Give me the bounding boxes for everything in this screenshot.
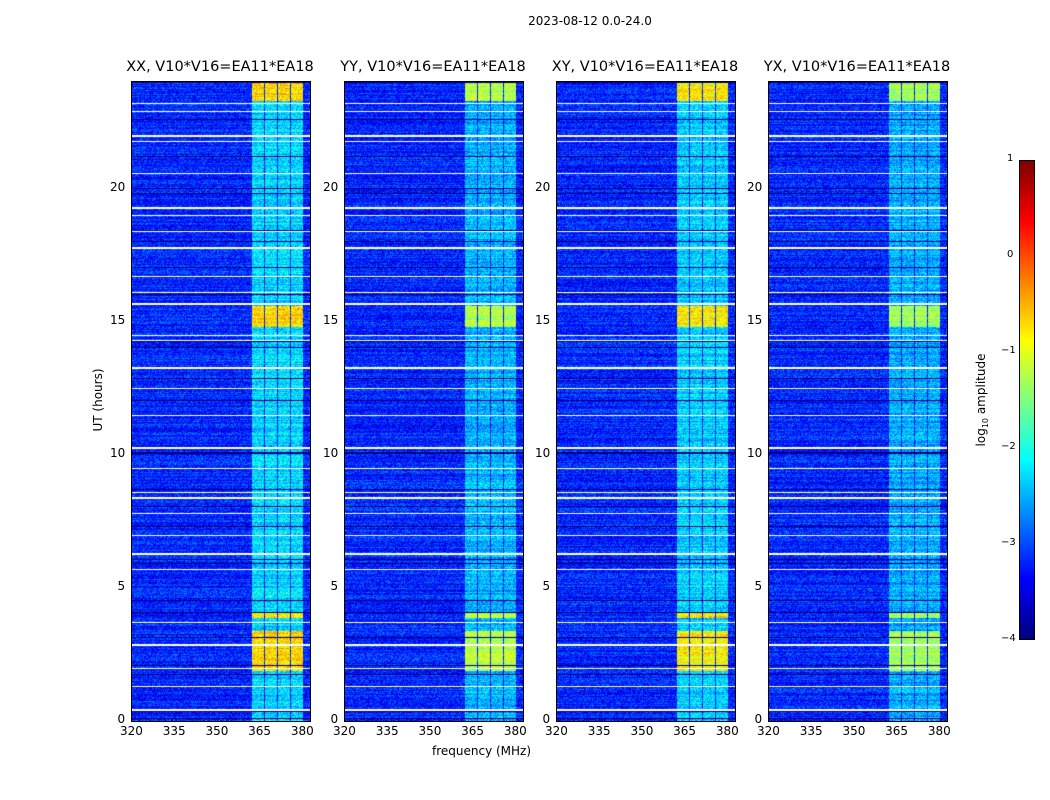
y-tick-label: 15 [323,312,339,327]
y-tick-label: 15 [535,312,551,327]
x-tick-label: 335 [587,724,611,738]
x-tick-label: 365 [461,724,485,738]
colorbar-tick-label: 1 [1007,153,1014,164]
x-tick-label: 320 [120,724,143,738]
y-tick-label: 10 [535,445,551,460]
x-tick-label: 350 [630,724,654,738]
y-tick-label: 0 [542,712,551,726]
x-tick-label: 380 [715,724,739,738]
colorbar-label: log10 amplitude [973,353,991,447]
x-tick-label: 320 [545,724,568,738]
panel-title: XX, V10*V16=EA11*EA18 [126,59,314,75]
y-tick-label: 5 [542,578,551,593]
heatmap-panel-1 [131,81,311,722]
x-tick-label: 335 [799,724,823,738]
y-tick-label: 15 [110,312,126,327]
colorbar-tick-label: −1 [1001,345,1016,356]
y-tick-label: 10 [323,445,339,460]
x-tick-label: 335 [375,724,399,738]
x-tick-label: 320 [333,724,356,738]
x-tick-label: 380 [290,724,314,738]
y-tick-label: 5 [754,578,763,593]
heatmap-panel-3 [556,81,736,722]
y-axis-label: UT (hours) [91,368,105,432]
y-tick-label: 20 [323,179,339,194]
y-tick-label: 20 [747,179,763,194]
colorbar-tick-label: −2 [1001,441,1016,452]
x-tick-label: 380 [503,724,527,738]
x-tick-label: 365 [885,724,909,738]
x-tick-label: 380 [927,724,951,738]
y-tick-label: 0 [754,712,763,726]
y-tick-label: 10 [110,445,126,460]
panel-title: YY, V10*V16=EA11*EA18 [340,59,526,75]
colorbar-tick-label: 0 [1007,249,1014,260]
panel-title: YX, V10*V16=EA11*EA18 [763,59,951,75]
x-tick-label: 350 [205,724,229,738]
y-tick-label: 0 [330,712,339,726]
x-tick-label: 335 [162,724,186,738]
y-tick-label: 10 [747,445,763,460]
y-tick-label: 20 [535,179,551,194]
x-tick-label: 350 [842,724,866,738]
y-tick-label: 15 [747,312,763,327]
x-tick-label: 365 [673,724,697,738]
y-tick-label: 5 [330,578,339,593]
y-tick-label: 0 [117,712,126,726]
heatmap-panel-4 [768,81,948,722]
heatmap-panel-2 [344,81,524,722]
colorbar-tick-label: −3 [1001,537,1016,548]
y-tick-label: 5 [117,578,126,593]
x-axis-label: frequency (MHz) [432,744,532,758]
figure-title: 2023-08-12 0.0-24.0 [528,14,652,28]
colorbar [1019,160,1035,640]
x-tick-label: 350 [418,724,442,738]
x-tick-label: 320 [757,724,780,738]
panel-title: XY, V10*V16=EA11*EA18 [551,59,739,75]
x-tick-label: 365 [248,724,272,738]
y-tick-label: 20 [110,179,126,194]
colorbar-tick-label: −4 [1001,633,1016,644]
